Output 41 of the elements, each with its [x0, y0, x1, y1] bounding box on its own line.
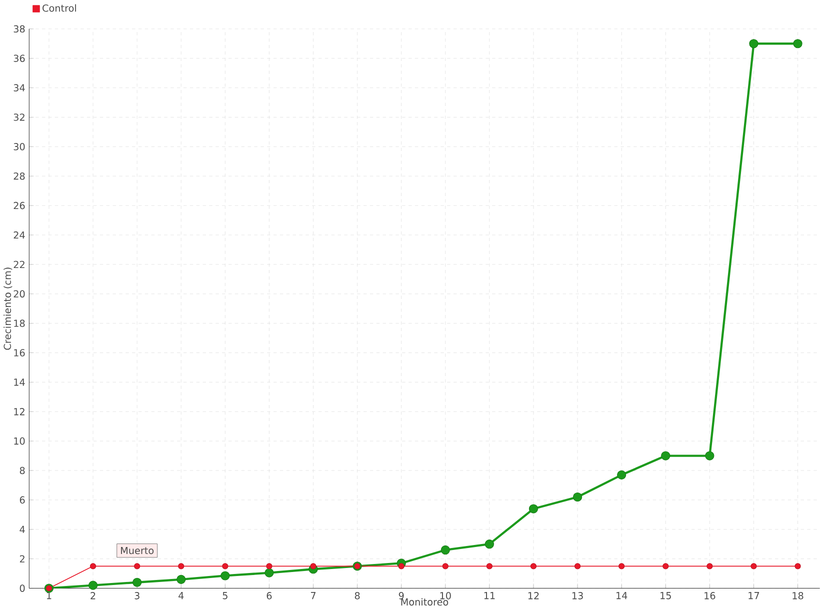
y-tick-label: 12: [14, 408, 24, 416]
y-tick-label: 26: [14, 202, 25, 210]
x-tick-label: 16: [704, 592, 716, 600]
x-tick-label: 3: [134, 592, 140, 600]
y-tick-label: 22: [14, 260, 24, 268]
x-tick-label: 14: [616, 592, 628, 599]
y-tick-label: 30: [14, 142, 25, 150]
x-tick-label: 9: [398, 592, 404, 600]
y-tick-label: 8: [20, 466, 25, 474]
x-tick-label: 17: [748, 592, 760, 599]
y-tick-label: 32: [14, 113, 24, 121]
x-tick-label: 8: [354, 592, 360, 600]
y-tick-label: 16: [14, 349, 25, 356]
y-tick-label: 20: [14, 290, 25, 298]
x-tick-label: 5: [222, 592, 228, 600]
x-tick-label: 10: [440, 592, 451, 600]
x-tick-label: 15: [660, 592, 671, 600]
x-tick-label: 6: [266, 592, 272, 600]
y-tick-label: 24: [14, 231, 25, 238]
x-tick-label: 13: [572, 592, 583, 600]
x-tick-label: 18: [792, 592, 804, 600]
y-tick-label: 2: [20, 555, 24, 562]
y-tick-label: 38: [14, 25, 25, 32]
y-tick-label: 10: [14, 437, 25, 445]
y-tick-label: 18: [14, 320, 25, 327]
y-tick-label: 6: [20, 496, 25, 504]
y-tick-label: 28: [14, 172, 25, 180]
y-tick-label: 34: [14, 84, 25, 92]
x-tick-label: 2: [90, 592, 96, 600]
y-tick-label: 14: [14, 378, 25, 386]
y-tick-label: 4: [20, 526, 25, 533]
y-tick-label: 36: [14, 54, 25, 62]
x-axis-title: Monitoreo: [401, 598, 448, 606]
x-tick-label: 4: [178, 592, 184, 599]
y-axis-title: Crecimiento (cm): [4, 268, 12, 350]
x-tick-label: 11: [484, 592, 495, 599]
y-tick-label: 0: [20, 584, 25, 592]
x-tick-label: 12: [528, 592, 539, 600]
annotation: Muerto: [121, 546, 154, 554]
legend-label: Control: [42, 4, 76, 12]
x-tick-label: 7: [310, 592, 316, 599]
